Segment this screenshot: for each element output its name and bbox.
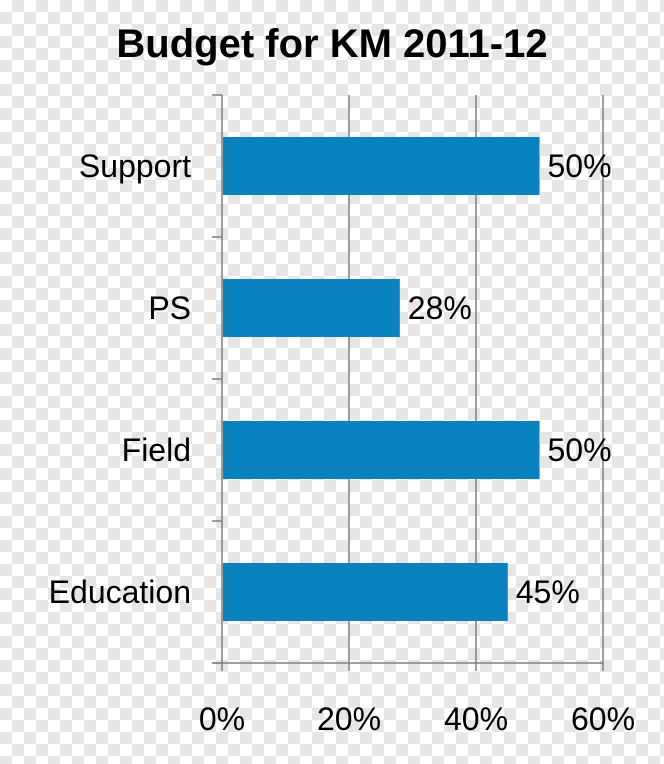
x-tick-label: 40% <box>444 701 508 737</box>
category-labels: Support PS Field Education <box>49 148 191 610</box>
x-tick-labels: 0% 20% 40% 60% <box>199 701 635 737</box>
bar <box>223 563 508 621</box>
data-label: 45% <box>516 574 580 610</box>
bars <box>223 137 540 621</box>
data-label: 28% <box>408 290 472 326</box>
data-label: 50% <box>548 432 612 468</box>
bar <box>223 279 400 337</box>
bar <box>223 421 540 479</box>
x-tick-label: 20% <box>317 701 381 737</box>
category-label: Education <box>49 574 191 610</box>
x-tick-label: 60% <box>571 701 635 737</box>
category-label: PS <box>148 290 191 326</box>
y-axis <box>212 94 603 671</box>
category-label: Field <box>122 432 191 468</box>
chart-title: Budget for KM 2011-12 <box>116 22 547 66</box>
data-label: 50% <box>548 148 612 184</box>
bar <box>223 137 540 195</box>
x-tick-label: 0% <box>199 701 245 737</box>
category-label: Support <box>79 148 191 184</box>
data-labels: 50% 28% 50% 45% <box>408 148 612 610</box>
